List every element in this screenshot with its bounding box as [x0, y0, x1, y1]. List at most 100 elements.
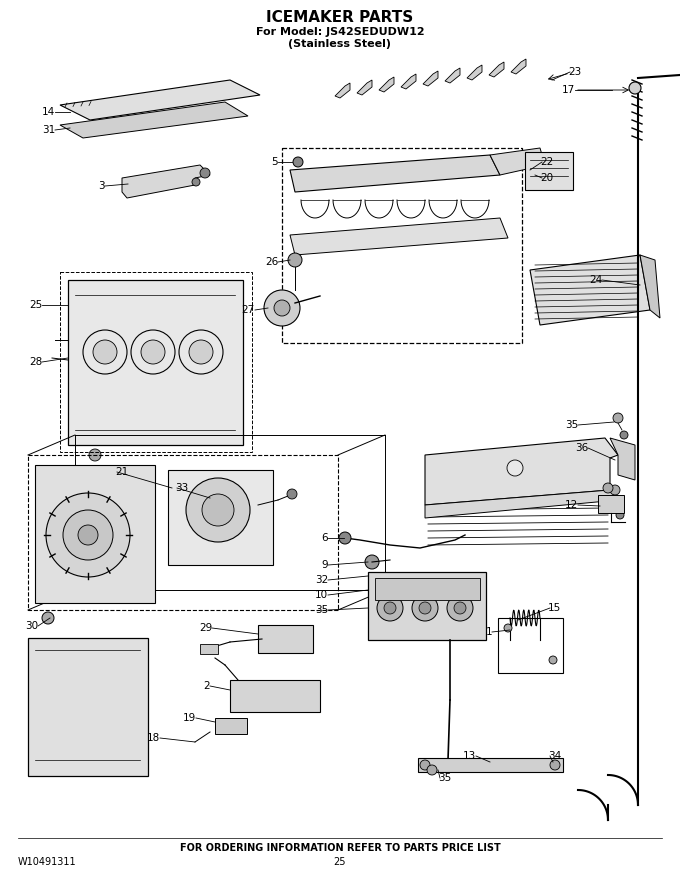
Polygon shape — [610, 438, 635, 480]
Text: 31: 31 — [41, 125, 55, 135]
Text: 34: 34 — [548, 751, 561, 761]
Polygon shape — [60, 80, 260, 120]
Bar — [418, 758, 563, 772]
Circle shape — [141, 340, 165, 364]
Text: 9: 9 — [322, 560, 328, 570]
Text: 2: 2 — [203, 681, 210, 691]
Circle shape — [629, 82, 641, 94]
Bar — [28, 455, 338, 610]
Circle shape — [46, 493, 130, 577]
Circle shape — [365, 555, 379, 569]
Text: W10491311: W10491311 — [18, 857, 77, 867]
Circle shape — [620, 431, 628, 439]
Polygon shape — [425, 490, 618, 518]
Circle shape — [504, 624, 512, 632]
Polygon shape — [122, 165, 210, 198]
Polygon shape — [401, 74, 416, 89]
Bar — [525, 152, 573, 190]
Bar — [168, 470, 273, 565]
Bar — [230, 680, 320, 712]
Text: 26: 26 — [265, 257, 278, 267]
Text: 3: 3 — [99, 181, 105, 191]
Text: 35: 35 — [565, 420, 578, 430]
Circle shape — [186, 478, 250, 542]
Text: 14: 14 — [41, 107, 55, 117]
Circle shape — [454, 602, 466, 614]
Text: 15: 15 — [548, 603, 561, 613]
Text: 20: 20 — [540, 173, 553, 183]
Text: 18: 18 — [147, 733, 160, 743]
Text: 33: 33 — [175, 483, 188, 493]
Circle shape — [339, 532, 351, 544]
Text: 1: 1 — [486, 627, 492, 637]
Circle shape — [274, 300, 290, 316]
Text: 24: 24 — [589, 275, 602, 285]
Circle shape — [78, 525, 98, 545]
Polygon shape — [425, 438, 618, 505]
Polygon shape — [290, 155, 500, 192]
Circle shape — [192, 178, 200, 186]
Circle shape — [507, 460, 523, 476]
Text: 13: 13 — [463, 751, 476, 761]
Circle shape — [293, 157, 303, 167]
Circle shape — [288, 253, 302, 267]
Text: 25: 25 — [334, 857, 346, 867]
Bar — [28, 638, 148, 776]
Bar — [200, 644, 218, 654]
Bar — [258, 625, 313, 653]
Circle shape — [63, 510, 113, 560]
Text: 36: 36 — [575, 443, 588, 453]
Circle shape — [93, 340, 117, 364]
Circle shape — [419, 602, 431, 614]
Circle shape — [200, 168, 210, 178]
Circle shape — [603, 483, 613, 493]
Circle shape — [427, 765, 437, 775]
Circle shape — [447, 595, 473, 621]
Circle shape — [549, 656, 557, 664]
Polygon shape — [357, 80, 372, 95]
Bar — [282, 148, 522, 343]
Polygon shape — [490, 148, 545, 175]
Circle shape — [377, 595, 403, 621]
Polygon shape — [290, 218, 508, 255]
Polygon shape — [511, 59, 526, 74]
Text: 22: 22 — [540, 157, 554, 167]
Circle shape — [89, 449, 101, 461]
Text: 35: 35 — [438, 773, 452, 783]
Text: 6: 6 — [322, 533, 328, 543]
Text: 10: 10 — [315, 590, 328, 600]
Polygon shape — [445, 68, 460, 83]
Text: ICEMAKER PARTS: ICEMAKER PARTS — [267, 11, 413, 26]
Circle shape — [550, 760, 560, 770]
Polygon shape — [379, 77, 394, 92]
Polygon shape — [640, 255, 660, 318]
Text: 27: 27 — [242, 305, 255, 315]
Text: 28: 28 — [29, 357, 42, 367]
Circle shape — [384, 602, 396, 614]
Text: 30: 30 — [25, 621, 38, 631]
Text: 23: 23 — [568, 67, 581, 77]
Polygon shape — [423, 71, 438, 86]
Text: (Stainless Steel): (Stainless Steel) — [288, 39, 392, 49]
Text: 25: 25 — [29, 300, 42, 310]
Text: 35: 35 — [315, 605, 328, 615]
Text: 17: 17 — [562, 85, 575, 95]
Text: 12: 12 — [565, 500, 578, 510]
Text: 32: 32 — [315, 575, 328, 585]
Circle shape — [202, 494, 234, 526]
Circle shape — [264, 290, 300, 326]
Circle shape — [287, 489, 297, 499]
Polygon shape — [60, 102, 248, 138]
Text: FOR ORDERING INFORMATION REFER TO PARTS PRICE LIST: FOR ORDERING INFORMATION REFER TO PARTS … — [180, 843, 500, 853]
Polygon shape — [467, 65, 482, 80]
Circle shape — [613, 413, 623, 423]
Bar — [35, 465, 155, 603]
Bar — [60, 272, 252, 452]
Text: For Model: JS42SEDUDW12: For Model: JS42SEDUDW12 — [256, 27, 424, 37]
Text: 19: 19 — [183, 713, 196, 723]
Circle shape — [610, 485, 620, 495]
Text: 21: 21 — [115, 467, 129, 477]
Text: 29: 29 — [199, 623, 212, 633]
Polygon shape — [530, 255, 650, 325]
Polygon shape — [335, 83, 350, 98]
